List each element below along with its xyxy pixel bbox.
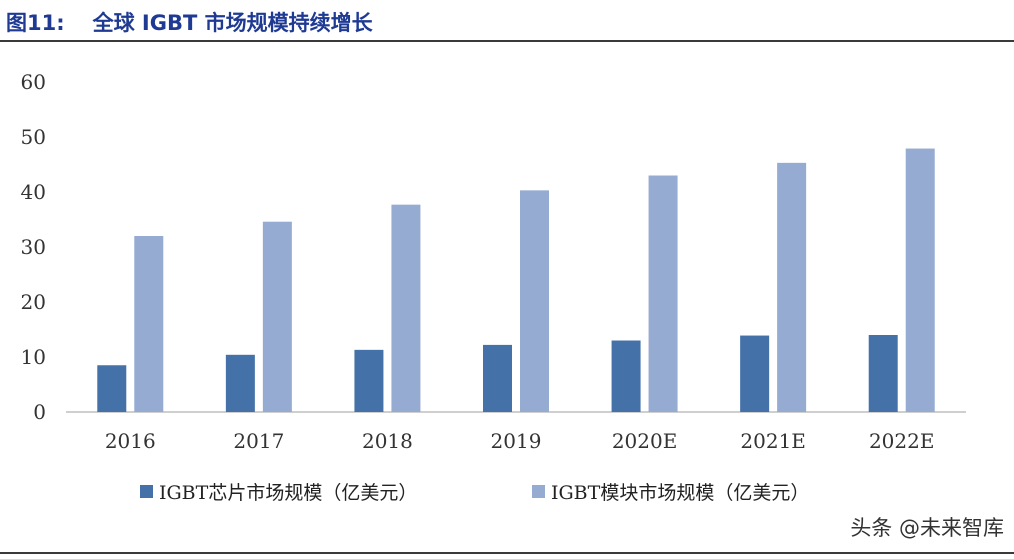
bar-chip bbox=[483, 344, 512, 412]
legend-item-chip: IGBT芯片市场规模（亿美元） bbox=[140, 478, 417, 505]
x-tick-label: 2016 bbox=[105, 429, 156, 453]
x-tick-label: 2021E bbox=[740, 429, 806, 453]
legend-label-module: IGBT模块市场规模（亿美元） bbox=[551, 482, 810, 504]
legend-swatch-module bbox=[532, 485, 545, 498]
chart-legend: IGBT芯片市场规模（亿美元） IGBT模块市场规模（亿美元） bbox=[0, 478, 1014, 508]
bar-module bbox=[905, 148, 935, 413]
x-tick-label: 2022E bbox=[869, 429, 935, 453]
x-tick-label: 2017 bbox=[233, 429, 284, 453]
bottom-divider bbox=[0, 552, 1014, 554]
x-tick-label: 2020E bbox=[612, 429, 678, 453]
legend-swatch-chip bbox=[140, 485, 153, 498]
y-tick-label: 40 bbox=[21, 180, 46, 204]
watermark: 头条 @未来智库 bbox=[850, 516, 1004, 540]
bar-module bbox=[262, 221, 292, 412]
bar-module bbox=[134, 236, 164, 412]
x-tick-label: 2019 bbox=[491, 429, 542, 453]
y-tick-label: 30 bbox=[21, 235, 46, 259]
y-tick-label: 50 bbox=[21, 125, 46, 149]
bar-module bbox=[520, 190, 549, 412]
y-tick-label: 0 bbox=[33, 400, 46, 424]
x-tick-label: 2018 bbox=[362, 429, 413, 453]
figure-title: 全球 IGBT 市场规模持续增长 bbox=[92, 11, 373, 35]
bar-chip bbox=[740, 335, 770, 412]
bar-module bbox=[648, 175, 678, 412]
legend-item-module: IGBT模块市场规模（亿美元） bbox=[532, 478, 809, 505]
y-tick-label: 10 bbox=[21, 345, 46, 369]
legend-label-chip: IGBT芯片市场规模（亿美元） bbox=[159, 482, 418, 504]
bar-chip bbox=[611, 340, 641, 412]
bar-chip bbox=[868, 335, 898, 412]
top-divider bbox=[0, 40, 1014, 42]
bar-module bbox=[777, 162, 807, 412]
y-tick-label: 60 bbox=[21, 70, 46, 94]
figure-number: 图11: bbox=[6, 11, 65, 35]
y-tick-label: 20 bbox=[21, 290, 46, 314]
bar-chip bbox=[97, 365, 127, 412]
figure-header: 图11: 全球 IGBT 市场规模持续增长 bbox=[6, 4, 373, 40]
bar-module bbox=[391, 204, 421, 412]
bar-chip bbox=[354, 349, 384, 412]
bar-chip bbox=[225, 354, 255, 412]
